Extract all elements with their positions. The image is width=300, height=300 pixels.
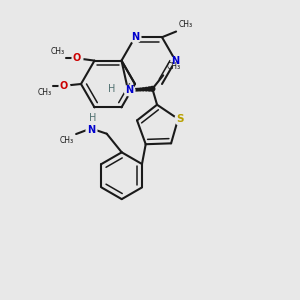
Text: H: H: [88, 112, 96, 122]
Text: N: N: [87, 124, 95, 134]
Text: CH₃: CH₃: [166, 62, 180, 71]
Text: CH₃: CH₃: [179, 20, 193, 29]
Text: CH₃: CH₃: [50, 47, 64, 56]
Text: N: N: [125, 85, 133, 95]
Text: S: S: [177, 114, 184, 124]
Text: H: H: [108, 84, 115, 94]
Text: CH₃: CH₃: [60, 136, 74, 146]
Text: N: N: [171, 56, 180, 66]
Text: CH₃: CH₃: [38, 88, 52, 97]
Text: O: O: [72, 53, 81, 63]
Text: N: N: [131, 32, 139, 42]
Text: O: O: [59, 81, 68, 91]
